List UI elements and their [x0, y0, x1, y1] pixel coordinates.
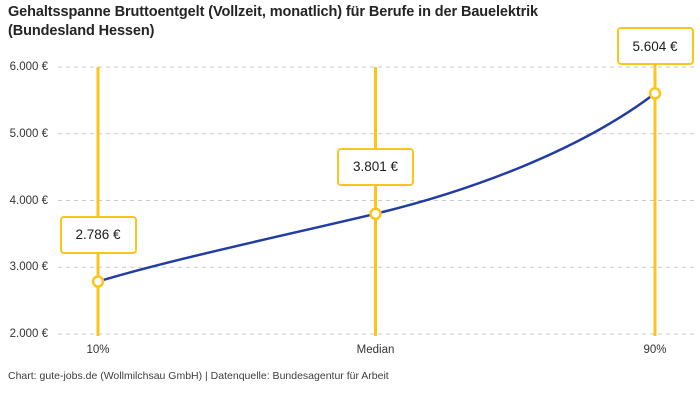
- value-label-10: 2.786 €: [59, 215, 137, 254]
- value-label-90: 5.604 €: [616, 27, 694, 66]
- chart-title: Gehaltsspanne Bruttoentgelt (Vollzeit, m…: [8, 3, 538, 41]
- y-axis-label-4000: 4.000 €: [9, 194, 48, 207]
- x-axis-label-90: 90%: [643, 344, 667, 356]
- y-axis-label-5000: 5.000 €: [9, 127, 48, 140]
- x-axis-label-10: 10%: [86, 344, 110, 356]
- value-label-median: 3.801 €: [337, 147, 414, 186]
- y-axis-label-2000: 2.000 €: [9, 328, 48, 340]
- data-marker-median: [369, 207, 382, 221]
- chart-title-line1: Gehaltsspanne Bruttoentgelt (Vollzeit, m…: [8, 4, 539, 20]
- x-axis-label-median: Median: [356, 344, 395, 356]
- percentile-guide-lines: [96, 46, 657, 336]
- data-markers: [91, 87, 662, 288]
- y-axis-label-3000: 3.000 €: [9, 261, 48, 274]
- y-axis-label-6000: 6.000 €: [9, 61, 48, 73]
- gridlines: [58, 66, 698, 335]
- chart-footer: Chart: gute-jobs.de (Wollmilchsau GmbH) …: [8, 370, 389, 382]
- data-marker-90: [648, 87, 662, 100]
- chart-title-line2: (Bundesland Hessen): [8, 23, 155, 39]
- data-marker-10: [91, 275, 105, 288]
